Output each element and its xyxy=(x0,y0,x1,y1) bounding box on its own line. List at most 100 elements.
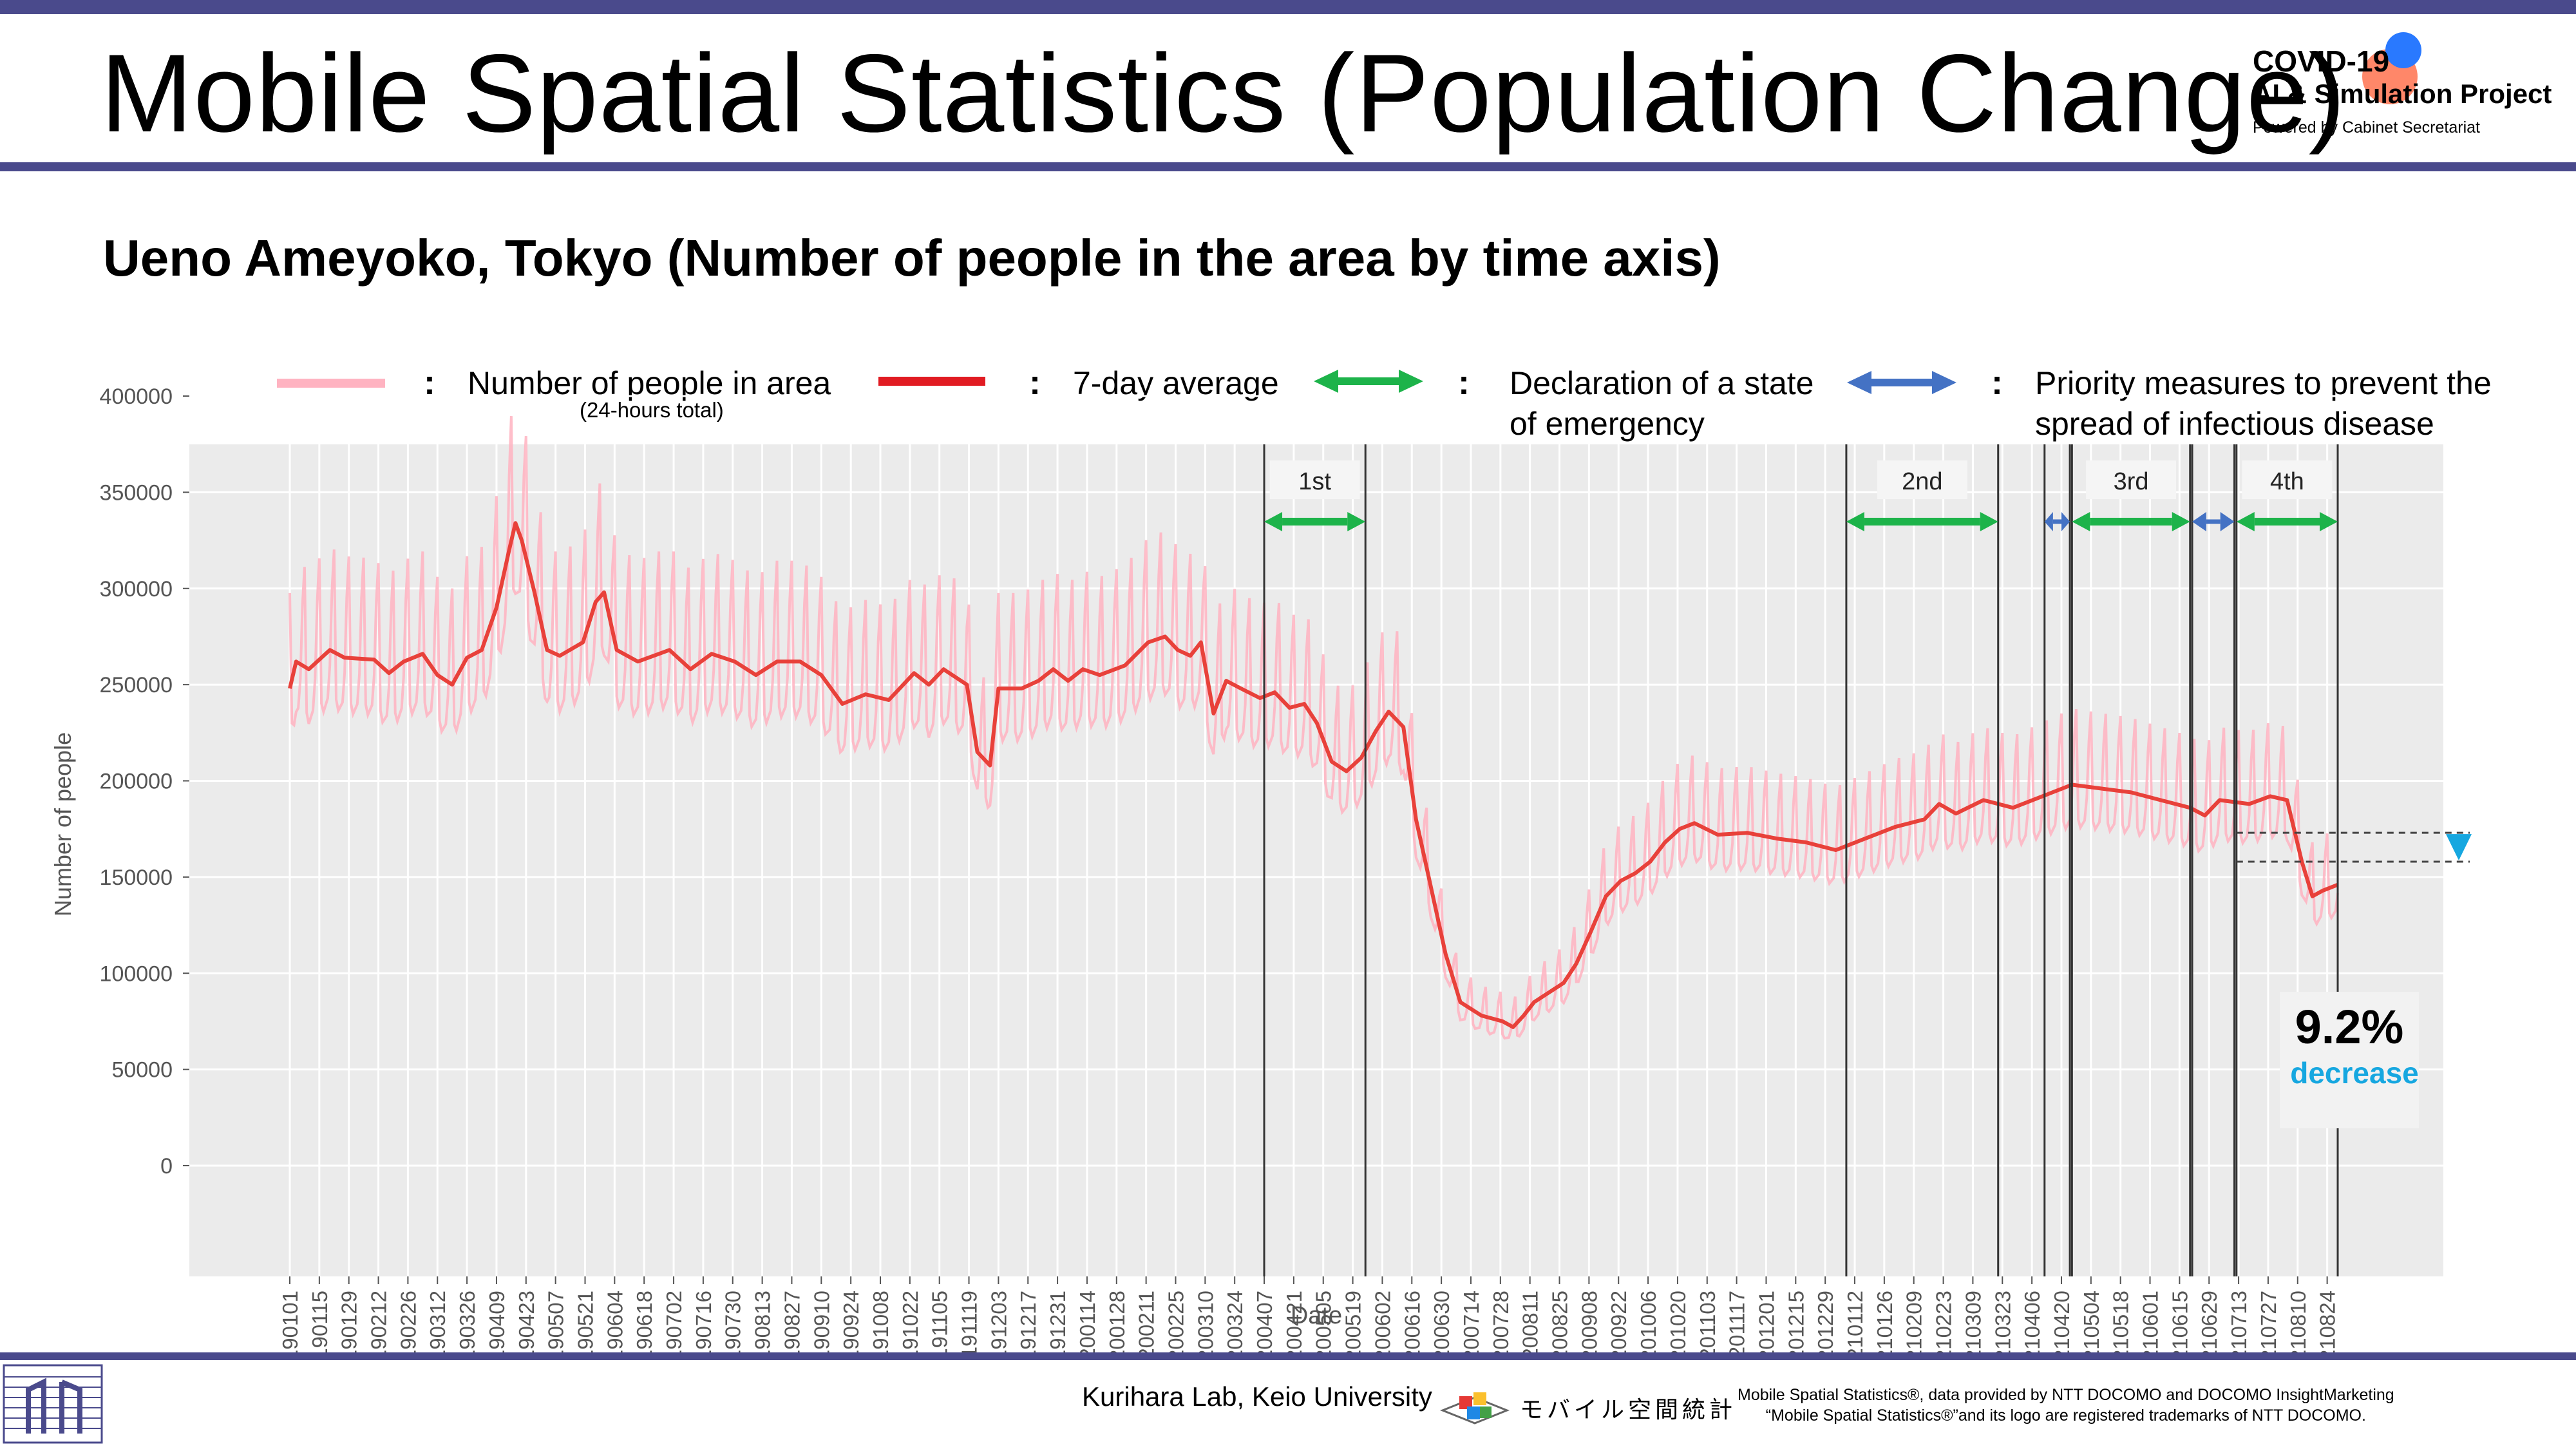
period-label-box xyxy=(1877,460,1967,499)
period-arrow-head-left xyxy=(2044,512,2053,531)
emergency-period-arrow xyxy=(1264,512,1366,531)
x-tick-label: 20200421 xyxy=(1282,1291,1306,1352)
x-tick-label: 20201103 xyxy=(1696,1291,1719,1352)
legend-emergency-colon: : xyxy=(1458,363,1470,402)
x-tick-label: 20210309 xyxy=(1961,1291,1985,1352)
emergency-period-arrow xyxy=(2236,512,2338,531)
emergency-period-arrow xyxy=(2072,512,2190,531)
x-tick-label: 20190910 xyxy=(810,1291,833,1352)
x-tick-label: 20191119 xyxy=(958,1291,981,1352)
footer-rule xyxy=(0,1352,2576,1360)
mss-logo-text: モバイル空間統計 xyxy=(1520,1396,1737,1423)
x-axis: 20190101 20190115 20190129 20190212 20190226… xyxy=(278,1276,2340,1352)
y-tick-label: 200000 xyxy=(100,770,173,794)
x-tick-label: 20191008 xyxy=(869,1291,893,1352)
x-tick-label: 20190129 xyxy=(337,1291,361,1352)
x-tick-label: 20190423 xyxy=(515,1291,538,1352)
x-tick-label: 20200616 xyxy=(1400,1291,1424,1352)
period-arrow-head-left xyxy=(2072,512,2090,531)
y-axis-label: Number of people xyxy=(50,732,76,916)
x-tick-label: 20190507 xyxy=(544,1291,568,1352)
x-tick-label: 20200505 xyxy=(1312,1291,1336,1352)
period-arrow-head-left xyxy=(2236,512,2255,531)
footer-copyright-note: Mobile Spatial Statistics®, data provide… xyxy=(1738,1385,2394,1426)
logo-line1: COVID-19 xyxy=(2253,44,2390,78)
daily-count-line xyxy=(289,416,2339,1040)
period-label: 2nd xyxy=(1902,468,1942,495)
x-tick-label: 20190716 xyxy=(692,1291,715,1352)
y-tick-label: 0 xyxy=(160,1154,173,1179)
period-arrow-head-right xyxy=(1980,512,1998,531)
x-tick-label: 20210727 xyxy=(2257,1291,2280,1352)
logo-line2: AI & Simulation Project xyxy=(2253,79,2552,109)
y-tick-label: 350000 xyxy=(100,480,173,505)
period-arrow-head-right xyxy=(2320,512,2338,531)
x-tick-label: 20200908 xyxy=(1577,1291,1601,1352)
y-tick-label: 400000 xyxy=(100,384,173,409)
chart-subtitle: Ueno Ameyoko, Tokyo (Number of people in… xyxy=(103,229,1721,287)
x-tick-label: 20200922 xyxy=(1607,1291,1631,1352)
x-tick-label: 20200128 xyxy=(1105,1291,1129,1352)
y-tick-label: 150000 xyxy=(100,866,173,890)
x-tick-label: 20210615 xyxy=(2168,1291,2192,1352)
x-tick-label: 20200728 xyxy=(1489,1291,1513,1352)
x-tick-label: 20201215 xyxy=(1784,1291,1808,1352)
x-tick-label: 20190702 xyxy=(662,1291,686,1352)
x-tick-label: 20210112 xyxy=(1843,1291,1867,1352)
x-tick-label: 20191203 xyxy=(987,1291,1010,1352)
x-tick-label: 20190212 xyxy=(367,1291,391,1352)
period-arrow-head-right xyxy=(1347,512,1366,531)
x-tick-label: 20210629 xyxy=(2197,1291,2221,1352)
x-tick-label: 20200811 xyxy=(1519,1291,1542,1352)
period-label-box xyxy=(2242,460,2333,499)
daily-series xyxy=(289,416,2339,1040)
x-tick-label: 20210420 xyxy=(2050,1291,2074,1352)
x-tick-label: 20190813 xyxy=(751,1291,775,1352)
x-tick-label: 20191022 xyxy=(898,1291,922,1352)
footer-note-line2: “Mobile Spatial Statistics®”and its logo… xyxy=(1765,1406,2366,1425)
period-label: 1st xyxy=(1298,468,1331,495)
x-tick-label: 20210601 xyxy=(2139,1291,2163,1352)
period-markers: 1st 2nd 3rd 4th xyxy=(1263,444,2339,1276)
period-arrow-head-left xyxy=(2192,512,2206,531)
x-tick-label: 20190409 xyxy=(485,1291,509,1352)
period-arrow-head-right xyxy=(2220,512,2235,531)
x-tick-label: 20200324 xyxy=(1223,1291,1247,1352)
x-tick-label: 20201201 xyxy=(1754,1291,1778,1352)
x-tick-label: 20210209 xyxy=(1902,1291,1926,1352)
x-tick-label: 20200825 xyxy=(1548,1291,1572,1352)
title-rule xyxy=(0,162,2576,171)
legend-priority-label-2: spread of infectious disease xyxy=(2035,406,2434,442)
x-tick-label: 20190924 xyxy=(839,1291,863,1352)
y-axis: 400000 350000 300000 250000 200000 150000 1000… xyxy=(100,384,189,1179)
y-tick-label: 50000 xyxy=(111,1058,173,1083)
x-tick-label: 20191217 xyxy=(1016,1291,1040,1352)
x-tick-label: 20190730 xyxy=(721,1291,745,1352)
x-tick-label: 20200714 xyxy=(1459,1291,1483,1352)
x-tick-label: 20210713 xyxy=(2227,1291,2251,1352)
mobile-spatial-statistics-logo: モバイル空間統計 xyxy=(1436,1378,1739,1430)
population-chart: : Number of people in area (24-hours tot… xyxy=(50,363,2492,1352)
period-arrow-head-right xyxy=(2061,512,2070,531)
x-tick-label: 20210126 xyxy=(1873,1291,1897,1352)
legend-emergency-label-2: of emergency xyxy=(1510,406,1705,442)
x-tick-label: 20191105 xyxy=(928,1291,952,1352)
legend-priority-arrow xyxy=(1847,371,1956,394)
legend-avg-colon: : xyxy=(1029,363,1041,402)
x-tick-label: 20200630 xyxy=(1430,1291,1454,1352)
x-tick-label: 20190521 xyxy=(573,1291,597,1352)
x-tick-label: 20200114 xyxy=(1075,1291,1099,1352)
legend: : Number of people in area (24-hours tot… xyxy=(277,363,2492,442)
decrease-annotation: 9.2% decrease xyxy=(2236,831,2472,1128)
period-label: 4th xyxy=(2270,468,2304,495)
x-tick-label: 20201229 xyxy=(1814,1291,1837,1352)
x-tick-label: 20190326 xyxy=(455,1291,479,1352)
x-tick-label: 20210504 xyxy=(2079,1291,2103,1352)
y-tick-label: 300000 xyxy=(100,577,173,601)
x-tick-label: 20210518 xyxy=(2109,1291,2133,1352)
x-tick-label: 20190604 xyxy=(603,1291,627,1352)
x-tick-label: 20190101 xyxy=(278,1291,302,1352)
keio-logo-icon xyxy=(3,1364,103,1444)
x-tick-label: 20200519 xyxy=(1341,1291,1365,1352)
x-tick-label: 20200602 xyxy=(1370,1291,1394,1352)
